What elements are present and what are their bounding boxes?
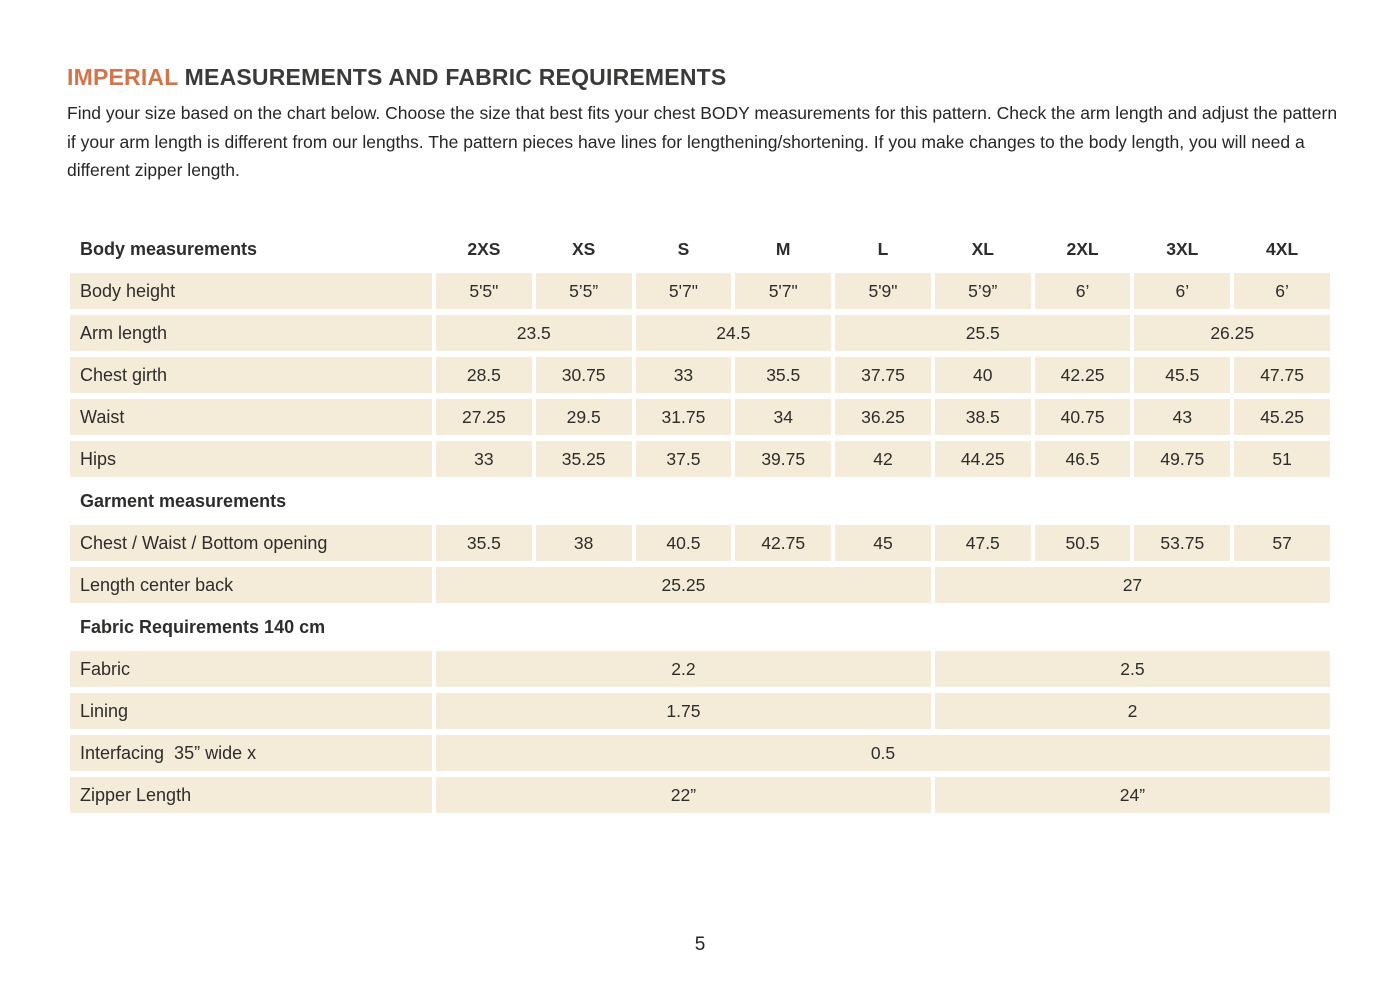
value-cell: 45 — [835, 525, 931, 561]
value-cell: 6’ — [1034, 273, 1131, 309]
value-cell: 42.25 — [1034, 357, 1131, 393]
page-title-rest: MEASUREMENTS AND FABRIC REQUIREMENTS — [178, 64, 727, 90]
value-cell: 45.5 — [1134, 357, 1231, 393]
value-cell: 38.5 — [934, 399, 1031, 435]
value-cell: 36.25 — [835, 399, 931, 435]
row-label: Hips — [70, 441, 432, 477]
row-label: Lining — [70, 693, 432, 729]
size-column-header: XL — [971, 238, 994, 259]
value-cell: 24.5 — [635, 315, 832, 351]
page-title: IMPERIAL MEASUREMENTS AND FABRIC REQUIRE… — [67, 64, 726, 91]
value-cell: 42 — [835, 441, 931, 477]
value-cell: 35.5 — [735, 357, 832, 393]
table-header-label: Body measurements — [80, 238, 258, 259]
size-column-header: 2XS — [467, 238, 501, 259]
value-cell: 57 — [1234, 525, 1330, 561]
value-cell: 47.5 — [934, 525, 1031, 561]
page-title-highlight: IMPERIAL — [67, 64, 179, 90]
value-cell: 27 — [934, 567, 1330, 603]
value-cell: 25.5 — [835, 315, 1131, 351]
value-cell: 40.75 — [1034, 399, 1131, 435]
value-cell: 35.25 — [535, 441, 632, 477]
value-cell: 23.5 — [436, 315, 632, 351]
value-cell: 40 — [934, 357, 1031, 393]
section-header: Fabric Requirements 140 cm — [80, 616, 326, 637]
row-label: Chest / Waist / Bottom opening — [70, 525, 432, 561]
value-cell: 33 — [635, 357, 732, 393]
size-table: Body measurements 2XS XS S M L XL 2XL 3XL 4XL Body… — [70, 231, 1330, 813]
value-cell: 47.75 — [1234, 357, 1330, 393]
value-cell: 49.75 — [1134, 441, 1231, 477]
row-label: Length center back — [70, 567, 432, 603]
value-cell: 33 — [436, 441, 532, 477]
value-cell: 1.75 — [436, 693, 931, 729]
value-cell: 5'7" — [635, 273, 732, 309]
row-label: Zipper Length — [70, 777, 432, 813]
row-label: Fabric — [70, 651, 432, 687]
row-label: Arm length — [70, 315, 432, 351]
row-label: Interfacing 35” wide x — [70, 735, 432, 771]
size-column-header: XS — [571, 238, 596, 259]
value-cell: 38 — [535, 525, 632, 561]
value-cell: 37.5 — [635, 441, 732, 477]
value-cell: 34 — [735, 399, 832, 435]
size-column-header: L — [877, 238, 889, 259]
value-cell: 6’ — [1234, 273, 1330, 309]
value-cell: 40.5 — [635, 525, 732, 561]
row-label: Body height — [70, 273, 432, 309]
value-cell: 6’ — [1134, 273, 1231, 309]
value-cell: 37.75 — [835, 357, 931, 393]
value-cell: 2 — [934, 693, 1330, 729]
value-cell: 5'5" — [436, 273, 532, 309]
value-cell: 50.5 — [1034, 525, 1131, 561]
value-cell: 0.5 — [436, 735, 1330, 771]
value-cell: 46.5 — [1034, 441, 1131, 477]
size-column-header: 2XL — [1066, 238, 1099, 259]
value-cell: 43 — [1134, 399, 1231, 435]
value-cell: 27.25 — [436, 399, 532, 435]
value-cell: 53.75 — [1134, 525, 1231, 561]
value-cell: 31.75 — [635, 399, 732, 435]
value-cell: 30.75 — [535, 357, 632, 393]
value-cell: 28.5 — [436, 357, 532, 393]
value-cell: 35.5 — [436, 525, 532, 561]
value-cell: 42.75 — [735, 525, 832, 561]
value-cell: 39.75 — [735, 441, 832, 477]
value-cell: 22” — [436, 777, 931, 813]
size-column-header: M — [775, 238, 791, 259]
value-cell: 5’9” — [934, 273, 1031, 309]
value-cell: 24” — [934, 777, 1330, 813]
value-cell: 25.25 — [436, 567, 931, 603]
value-cell: 5'7" — [735, 273, 832, 309]
row-label: Waist — [70, 399, 432, 435]
value-cell: 5’5” — [535, 273, 632, 309]
intro-paragraph: Find your size based on the chart below.… — [67, 103, 1338, 180]
section-header: Garment measurements — [80, 490, 287, 511]
value-cell: 2.5 — [934, 651, 1330, 687]
page-number: 5 — [694, 934, 706, 955]
row-label: Chest girth — [70, 357, 432, 393]
value-cell: 44.25 — [934, 441, 1031, 477]
value-cell: 5'9" — [835, 273, 931, 309]
value-cell: 45.25 — [1234, 399, 1330, 435]
value-cell: 26.25 — [1134, 315, 1330, 351]
value-cell: 29.5 — [535, 399, 632, 435]
value-cell: 51 — [1234, 441, 1330, 477]
value-cell: 2.2 — [436, 651, 931, 687]
size-column-header: 4XL — [1266, 238, 1299, 259]
size-column-header: 3XL — [1166, 238, 1199, 259]
size-column-header: S — [677, 238, 690, 259]
